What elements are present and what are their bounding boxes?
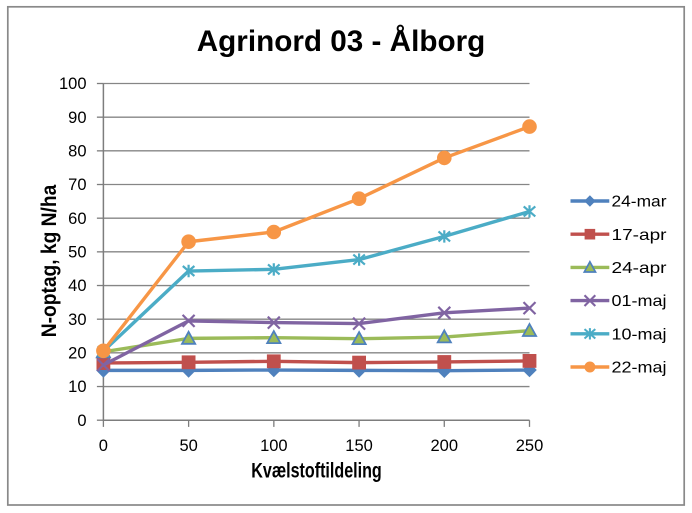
svg-text:Agrinord 03 - Ålborg: Agrinord 03 - Ålborg — [197, 25, 486, 58]
svg-text:24-mar: 24-mar — [612, 194, 668, 211]
svg-text:150: 150 — [345, 437, 373, 455]
svg-text:60: 60 — [68, 210, 86, 228]
svg-text:250: 250 — [516, 437, 544, 455]
svg-text:100: 100 — [260, 437, 288, 455]
svg-text:90: 90 — [68, 109, 86, 127]
svg-text:20: 20 — [68, 345, 86, 363]
svg-text:30: 30 — [68, 311, 86, 329]
svg-text:N-optag, kg N/ha: N-optag, kg N/ha — [38, 184, 61, 337]
svg-text:200: 200 — [431, 437, 459, 455]
svg-text:0: 0 — [77, 412, 86, 430]
svg-text:50: 50 — [179, 437, 197, 455]
svg-text:17-apr: 17-apr — [612, 227, 668, 244]
svg-text:10-maj: 10-maj — [612, 326, 667, 343]
svg-text:70: 70 — [68, 176, 86, 194]
svg-text:100: 100 — [59, 75, 87, 93]
svg-text:22-maj: 22-maj — [612, 360, 667, 377]
svg-text:50: 50 — [68, 244, 86, 262]
svg-text:80: 80 — [68, 143, 86, 161]
svg-text:Kvælstoftildeling: Kvælstoftildeling — [251, 460, 382, 483]
svg-text:24-apr: 24-apr — [612, 260, 668, 277]
svg-text:10: 10 — [68, 378, 86, 396]
svg-text:0: 0 — [99, 437, 108, 455]
svg-text:40: 40 — [68, 277, 86, 295]
svg-text:01-maj: 01-maj — [612, 293, 667, 310]
